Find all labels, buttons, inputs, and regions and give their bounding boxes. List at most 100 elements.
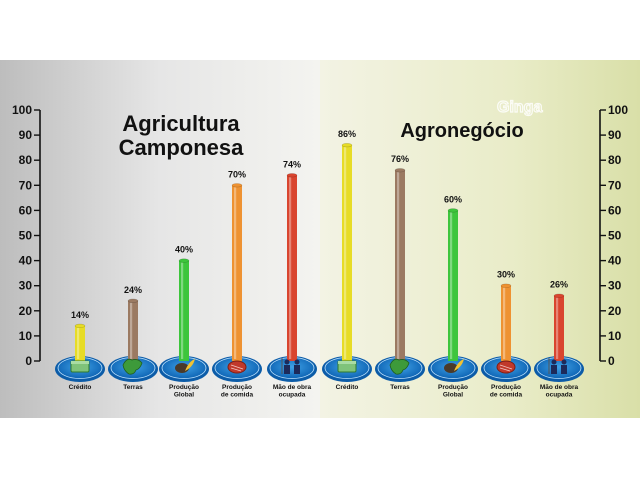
- camponesa-bar-cap: [127, 298, 139, 303]
- agronegocio-value-label: 26%: [550, 280, 568, 290]
- left-tick-label: 50: [19, 229, 33, 243]
- right-tick-label: 50: [608, 229, 622, 243]
- agronegocio-bar-cap: [341, 143, 353, 148]
- right-tick-label: 100: [608, 103, 628, 117]
- meat-icon: [496, 360, 516, 374]
- comparison-bar-chart: Ginga 14% Crédito 24% Terras 40% Produção Glob…: [0, 60, 640, 418]
- chart-title-left-line: Camponesa: [119, 135, 244, 160]
- agronegocio-bar: [342, 145, 352, 361]
- chart-stage: Ginga 14% Crédito 24% Terras 40% Produção Glob…: [0, 60, 640, 418]
- chart-title-left-line: Agricultura: [122, 111, 240, 136]
- agronegocio-bar-group: 30% Produção de comida: [481, 270, 531, 399]
- harvest-icon: [444, 359, 464, 373]
- left-tick-label: 10: [19, 329, 33, 343]
- map-icon: [122, 358, 143, 375]
- right-tick-label: 10: [608, 329, 622, 343]
- agronegocio-bar-highlight: [503, 287, 506, 359]
- panel-agronegocio: 86% Crédito 76% Terras 60% Produção Global 30% P…: [322, 129, 584, 399]
- left-tick-label: 30: [19, 279, 33, 293]
- agronegocio-bar-cap: [394, 168, 406, 173]
- camponesa-bar-highlight: [289, 177, 292, 359]
- camponesa-category-label: Produção Global: [169, 384, 199, 399]
- camponesa-bar-group: 70% Produção de comida: [212, 169, 262, 399]
- right-tick-label: 70: [608, 178, 622, 192]
- workers-icon: [548, 358, 567, 374]
- agronegocio-bar-highlight: [397, 172, 400, 359]
- left-tick-label: 0: [25, 354, 32, 368]
- camponesa-category-label: Mão de obra ocupada: [273, 384, 312, 399]
- agronegocio-bar-cap: [500, 283, 512, 288]
- camponesa-bar: [75, 325, 85, 361]
- camponesa-category-label: Crédito: [69, 384, 92, 391]
- camponesa-category-label: Terras: [123, 384, 143, 391]
- camponesa-bar-group: 40% Produção Global: [159, 245, 209, 399]
- camponesa-bar-highlight: [77, 327, 80, 359]
- camponesa-bar: [287, 175, 297, 361]
- agronegocio-bar-highlight: [556, 297, 559, 359]
- camponesa-bar-highlight: [234, 187, 237, 359]
- agronegocio-category-label: Produção de comida: [490, 384, 523, 399]
- agronegocio-bar-highlight: [344, 147, 347, 359]
- background-right: [320, 60, 640, 418]
- agronegocio-bar-highlight: [450, 212, 453, 359]
- chart-title-left: Agricultura Camponesa: [119, 111, 244, 160]
- camponesa-bar: [179, 260, 189, 361]
- camponesa-bar: [232, 185, 242, 361]
- left-tick-label: 20: [19, 304, 33, 318]
- camponesa-bar-group: 14% Crédito: [55, 310, 105, 391]
- camponesa-value-label: 70%: [228, 169, 246, 179]
- camponesa-bar: [128, 300, 138, 361]
- camponesa-category-label: Produção de comida: [221, 384, 254, 399]
- money-icon: [70, 360, 90, 373]
- camponesa-bar-group: 24% Terras: [108, 285, 158, 391]
- agronegocio-bar-group: 86% Crédito: [322, 129, 372, 391]
- chart-title-right: Agronegócio: [400, 120, 523, 142]
- right-tick-label: 20: [608, 304, 622, 318]
- camponesa-value-label: 14%: [71, 310, 89, 320]
- agronegocio-value-label: 30%: [497, 270, 515, 280]
- right-tick-label: 0: [608, 354, 615, 368]
- camponesa-bar-cap: [286, 173, 298, 178]
- agronegocio-bar-cap: [447, 208, 459, 213]
- right-tick-label: 80: [608, 153, 622, 167]
- chart-title-right-line: Agronegócio: [400, 120, 523, 142]
- camponesa-bar-highlight: [181, 262, 184, 359]
- panel-agricultura-camponesa: 14% Crédito 24% Terras 40% Produção Global 70% P…: [55, 159, 317, 399]
- agronegocio-bar: [501, 285, 511, 361]
- agronegocio-category-label: Terras: [390, 384, 410, 391]
- agronegocio-value-label: 76%: [391, 154, 409, 164]
- right-tick-label: 90: [608, 128, 622, 142]
- left-tick-label: 90: [19, 128, 33, 142]
- right-tick-label: 40: [608, 254, 622, 268]
- watermark-logo: Ginga: [497, 99, 542, 116]
- right-tick-label: 30: [608, 279, 622, 293]
- agronegocio-bar-cap: [553, 293, 565, 298]
- camponesa-bar-cap: [74, 323, 86, 328]
- camponesa-bar-cap: [178, 258, 190, 263]
- agronegocio-bar: [554, 295, 564, 361]
- camponesa-value-label: 40%: [175, 245, 193, 255]
- agronegocio-category-label: Produção Global: [438, 384, 468, 399]
- left-tick-label: 60: [19, 203, 33, 217]
- harvest-icon: [175, 359, 195, 373]
- camponesa-bar-group: 74% Mão de obra ocupada: [267, 159, 317, 399]
- money-icon: [337, 360, 357, 373]
- left-tick-label: 40: [19, 254, 33, 268]
- map-icon: [389, 358, 410, 375]
- camponesa-bar-cap: [231, 183, 243, 188]
- left-y-axis: 0 10 20 30 40 50 60 70 80 90 100: [12, 103, 41, 368]
- left-tick-label: 70: [19, 178, 33, 192]
- right-tick-label: 60: [608, 203, 622, 217]
- agronegocio-category-label: Crédito: [336, 384, 359, 391]
- meat-icon: [227, 360, 247, 374]
- agronegocio-bar: [448, 210, 458, 361]
- camponesa-bar-highlight: [130, 302, 133, 359]
- agronegocio-bar: [395, 170, 405, 361]
- camponesa-value-label: 24%: [124, 285, 142, 295]
- right-y-axis: 0 10 20 30 40 50 60 70 80 90 100: [599, 103, 628, 368]
- left-tick-label: 100: [12, 103, 32, 117]
- camponesa-value-label: 74%: [283, 159, 301, 169]
- agronegocio-bar-group: 60% Produção Global: [428, 194, 478, 399]
- workers-icon: [281, 358, 300, 374]
- left-tick-label: 80: [19, 153, 33, 167]
